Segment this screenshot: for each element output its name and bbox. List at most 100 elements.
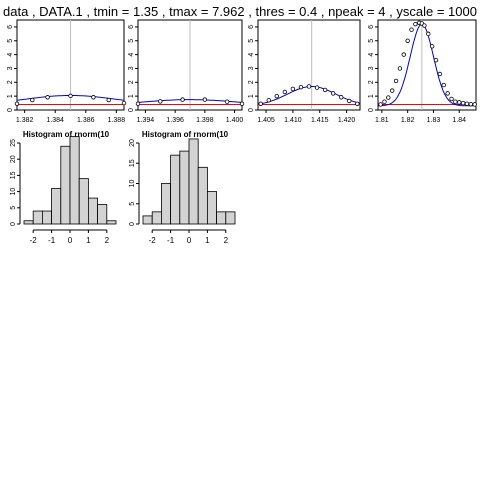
line-panel-3: 0 1 2 3 4 5 6 1.405 1.410 1.415 1.420 (248, 19, 361, 124)
y-tick-label: 0 (7, 108, 14, 112)
y-tick-label: 25 (10, 139, 17, 147)
x-tick-label: 1.384 (46, 117, 64, 124)
histogram-bar (206, 191, 217, 225)
x-tick-label: 0 (68, 236, 73, 245)
histogram-title: Histogram of rnorm(10 (23, 130, 110, 139)
data-point (464, 101, 470, 106)
y-tick-label: 5 (128, 39, 135, 43)
histogram-bar (69, 136, 80, 225)
y-tick-label: 2 (368, 80, 375, 84)
y-tick-label: 20 (129, 139, 136, 147)
data-point (409, 27, 414, 32)
data-point (445, 91, 450, 96)
x-tick-label: 1.420 (338, 117, 356, 124)
x-tick-label: 1.386 (77, 117, 95, 124)
x-tick-label: -2 (30, 236, 38, 245)
y-tick-label: 1 (248, 94, 255, 98)
data-point (14, 101, 20, 106)
x-tick-label: 2 (224, 236, 229, 245)
data-point (355, 101, 360, 106)
data-point (397, 66, 403, 71)
data-point (457, 100, 462, 105)
y-tick-label: 2 (248, 80, 255, 84)
x-tick-label: -1 (167, 236, 175, 245)
y-tick-label: 0 (368, 108, 375, 112)
y-tick-label: 15 (129, 159, 136, 167)
x-tick-label: 0 (187, 236, 192, 245)
data-point (330, 91, 336, 96)
y-tick-label: 4 (368, 53, 375, 57)
data-point (386, 95, 391, 100)
plot-frame (377, 19, 477, 111)
y-tick-label: 3 (7, 66, 14, 70)
y-tick-label: 6 (7, 25, 14, 29)
line-panel-4: 0 1 2 3 4 5 6 1.81 1.82 1.83 1.84 (368, 19, 477, 124)
x-tick-label: 1.410 (284, 117, 302, 124)
x-tick-label: 1 (86, 236, 91, 245)
y-tick-label: 10 (10, 188, 17, 196)
histogram-bar (60, 145, 71, 225)
y-tick-label: 0 (248, 108, 255, 112)
x-tick-label: 1.415 (311, 117, 329, 124)
x-tick-label: 1.400 (226, 117, 244, 124)
data-point (401, 52, 406, 57)
y-tick-label: 4 (128, 53, 135, 57)
histogram-bar (151, 211, 162, 225)
data-point (322, 87, 328, 93)
histogram-bar (88, 197, 99, 225)
y-tick-label: 1 (7, 94, 14, 98)
histogram-bar (106, 220, 117, 225)
data-point (468, 101, 474, 107)
histogram-bar (216, 211, 227, 225)
data-point (298, 84, 304, 90)
data-point (389, 88, 395, 93)
data-point (314, 85, 320, 90)
data-point (433, 57, 439, 63)
y-tick-label: 3 (368, 66, 375, 70)
data-point (393, 78, 399, 84)
y-tick-label: 15 (10, 171, 17, 179)
data-point (158, 99, 163, 104)
histogram-bar (160, 183, 171, 225)
histogram-bar (179, 150, 190, 225)
data-point (121, 100, 127, 106)
x-tick-label: 1.405 (257, 117, 275, 124)
y-tick-label: 6 (128, 25, 135, 29)
data-point (68, 93, 73, 99)
data-point (258, 101, 263, 106)
histogram-panel-5: Histogram of rnorm(10 0 5 10 15 20 25 -2 -1 0 1 2 (10, 130, 117, 245)
data-point (453, 99, 458, 104)
data-point (460, 100, 466, 106)
data-point (347, 98, 352, 104)
histogram-bar (51, 187, 62, 225)
data-point (135, 101, 141, 106)
x-tick-label: 1.396 (166, 117, 184, 124)
y-tick-label: 2 (7, 80, 14, 84)
histogram-bar (32, 210, 43, 225)
y-tick-label: 5 (368, 39, 375, 43)
data-point (339, 95, 344, 100)
x-tick-label: -2 (149, 236, 157, 245)
fit-curve (377, 23, 476, 107)
data-point (45, 95, 50, 100)
y-tick-label: 1 (368, 94, 375, 98)
data-point (422, 23, 427, 28)
line-panel-1: 0 1 2 3 4 5 6 1.382 1.384 1.386 1.388 (7, 19, 127, 124)
data-point (180, 97, 185, 102)
data-point (266, 98, 271, 103)
fit-curve (257, 86, 361, 105)
data-point (306, 84, 312, 89)
data-point (437, 71, 443, 77)
x-tick-label: 1.398 (196, 117, 214, 124)
data-point (274, 93, 279, 99)
x-tick-label: 1.81 (375, 117, 389, 124)
x-tick-label: 1.382 (16, 117, 34, 124)
x-tick-label: 1.84 (452, 117, 466, 124)
data-point (106, 97, 111, 103)
y-tick-label: 0 (129, 222, 136, 226)
y-tick-label: 3 (128, 66, 135, 70)
histogram-bar (142, 215, 153, 225)
y-tick-label: 1 (128, 94, 135, 98)
y-tick-label: 5 (7, 39, 14, 43)
